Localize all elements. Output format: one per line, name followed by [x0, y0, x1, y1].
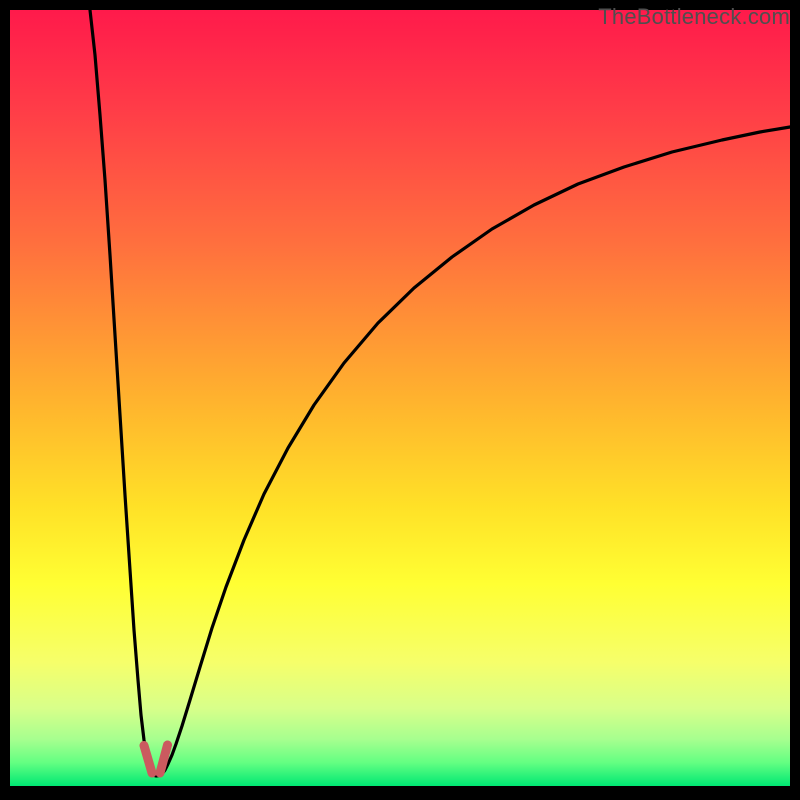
plot-background	[10, 10, 790, 786]
bottleneck-curve-chart	[0, 0, 800, 800]
chart-container: TheBottleneck.com	[0, 0, 800, 800]
watermark-text: TheBottleneck.com	[598, 4, 790, 30]
